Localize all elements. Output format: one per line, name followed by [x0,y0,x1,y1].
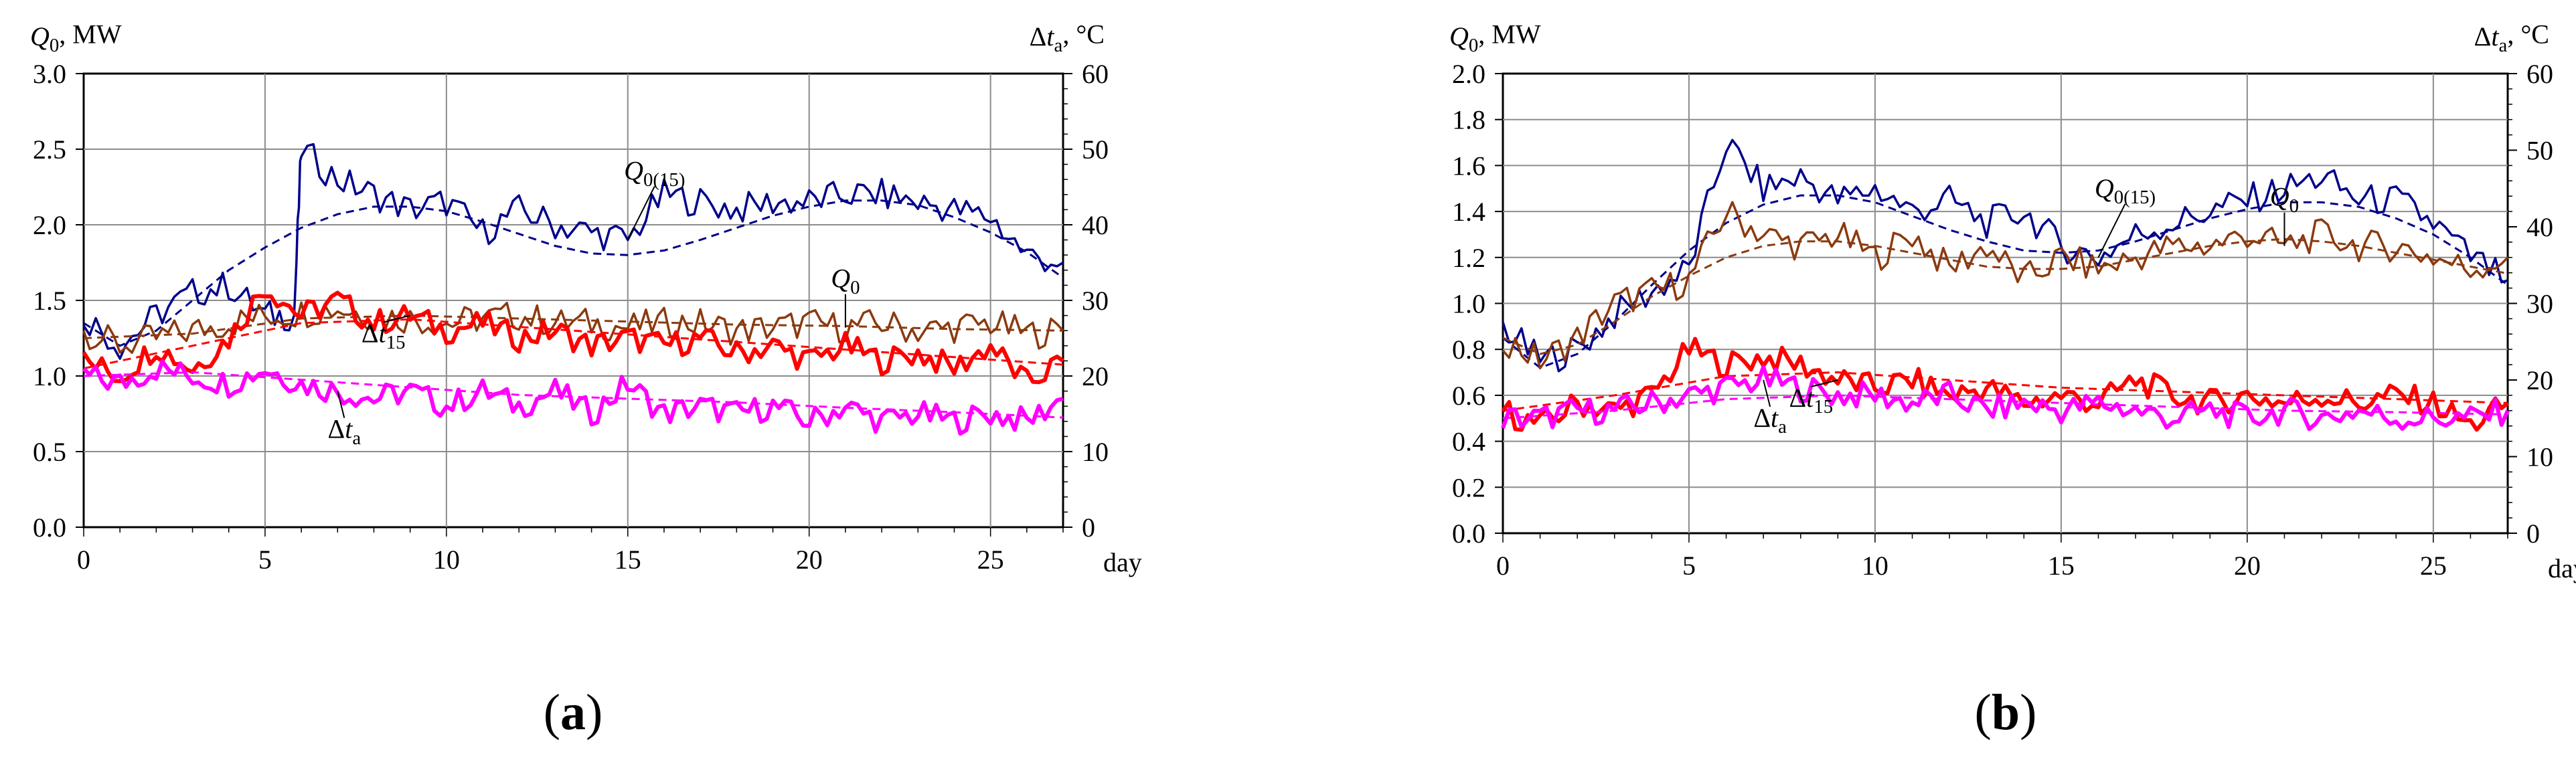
annotation-leader [1763,379,1771,407]
y-right-tick-label: 20 [2526,365,2553,395]
y-left-tick-label: 2.0 [33,210,66,240]
x-tick-label: 15 [2048,551,2075,581]
y-right-tick-label: 50 [1082,134,1109,165]
y-left-axis-label: Q0, MW [30,19,122,56]
series-annotation-label: Q0(15) [624,156,685,191]
x-tick-label: 20 [2234,551,2261,581]
series-line-q0-15- [1502,138,2508,373]
x-tick-label: 5 [1682,551,1696,581]
x-tick-label: 20 [796,545,823,575]
series-line--ta-trend [83,371,1064,419]
x-tick-label: 5 [258,545,272,575]
panel-label: (a) [544,684,603,741]
series-line--t15 [1501,337,2509,432]
y-right-tick-label: 40 [1082,210,1109,240]
chart-panel-b: 0.0 0.2 0.4 0.6 0.8 1.0 1.2 1.4 1.6 1.8 2.0 0 10 20 30… [1449,19,2576,741]
y-left-tick-label: 2.5 [33,134,66,165]
y-left-tick-label: 1.4 [1452,197,1485,227]
y-left-tick-label: 1.8 [1452,105,1485,135]
y-left-tick-label: 1.0 [1452,289,1485,319]
y-right-axis-label: Δta, °C [2474,19,2549,56]
y-left-axis-label: Q0, MW [1449,19,1541,56]
y-left-tick-label: 3.0 [33,59,66,89]
y-left-tick-label: 0.0 [1452,518,1485,549]
series-annotation-label: Δt15 [1789,383,1834,417]
y-left-tick-label: 0.4 [1452,427,1485,457]
y-right-tick-label: 0 [2526,518,2540,549]
series-line-q0-15-trend [1502,194,2508,369]
y-right-tick-label: 60 [2526,59,2553,89]
y-right-tick-label: 60 [1082,59,1109,89]
series-line--ta [82,359,1064,436]
y-left-tick-label: 0.6 [1452,381,1485,411]
y-right-tick-label: 20 [1082,361,1109,391]
y-left-tick-label: 1.6 [1452,151,1485,181]
y-right-tick-label: 50 [2526,136,2553,166]
y-left-tick-label: 0.5 [33,437,66,467]
series-line-q0-15- [82,143,1064,360]
y-left-tick-label: 0.2 [1452,472,1485,502]
series-annotation-label: Q0(15) [2095,173,2156,208]
series-annotation-label: Q0 [2270,182,2299,217]
y-left-tick-label: 1.0 [33,361,66,391]
series-line--ta [1501,365,2510,432]
series-line--t15-trend [83,318,1064,370]
series-annotation-label: Δta [327,414,361,449]
annotation-leader [383,314,410,323]
y-left-tick-label: 1.5 [33,286,66,316]
x-tick-label: 10 [433,545,460,575]
y-right-axis-label: Δta, °C [1030,19,1105,56]
y-right-tick-label: 10 [1082,437,1109,467]
series-line-q0-trend [1502,238,2508,355]
x-tick-label: 0 [1496,551,1510,581]
y-right-tick-label: 40 [2526,212,2553,242]
x-tick-label: 25 [977,545,1004,575]
x-tick-label: 15 [615,545,641,575]
annotation-leader [2097,203,2126,258]
x-axis-label: day [1103,547,1142,577]
series-line--ta-trend [1502,394,2508,419]
annotation-leader [337,391,345,418]
x-axis-label: day [2548,553,2576,583]
y-right-tick-label: 30 [1082,286,1109,316]
series-annotation-label: Δta [1753,403,1787,438]
series-line-q0 [1502,201,2509,370]
y-right-tick-label: 10 [2526,442,2553,472]
x-tick-label: 0 [77,545,90,575]
y-right-tick-label: 0 [1082,512,1095,543]
chart-panel-a: 0.0 0.5 1.0 1.5 2.0 2.5 3.0 0 10 20 30 40 50 60 0 5 10 15… [30,19,1142,741]
x-tick-label: 25 [2420,551,2447,581]
annotation-leader [627,186,655,241]
y-left-tick-label: 1.2 [1452,243,1485,273]
series-annotation-label: Q0 [831,264,860,298]
series-line--t15 [82,290,1064,385]
y-right-tick-label: 30 [2526,289,2553,319]
x-tick-label: 10 [1862,551,1888,581]
y-left-tick-label: 2.0 [1452,59,1485,89]
y-left-tick-label: 0.8 [1452,335,1485,365]
panel-label: (b) [1975,684,2037,741]
series-annotation-label: Δt15 [361,318,406,353]
y-left-tick-label: 0.0 [33,512,66,543]
annotation-leader [1811,379,1838,387]
series-line-q0-15-trend [83,199,1064,347]
